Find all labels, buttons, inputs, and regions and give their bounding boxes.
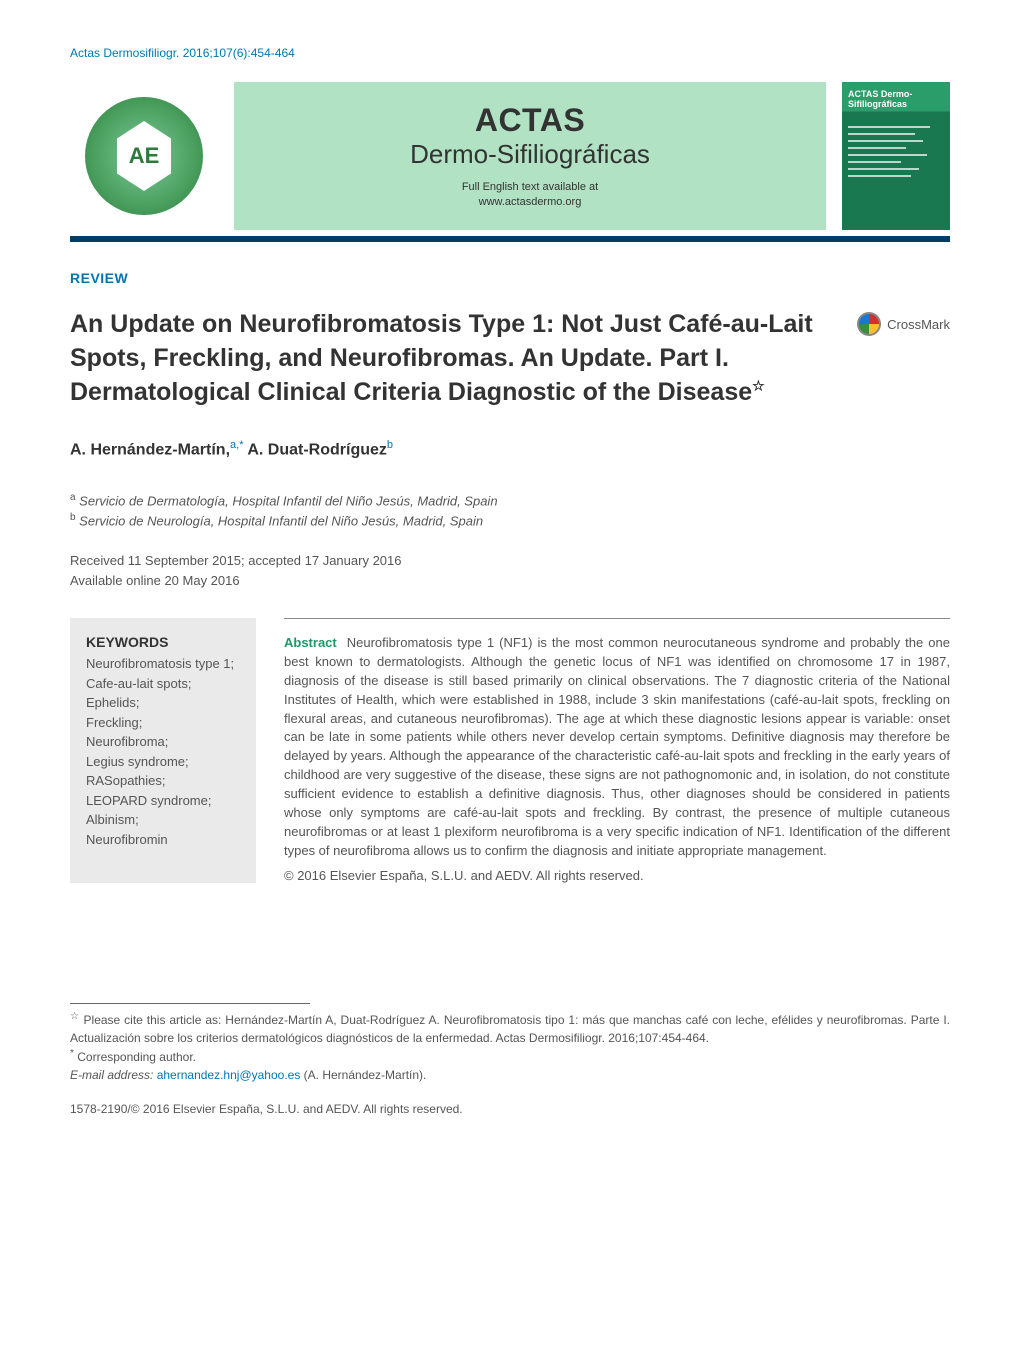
keyword-item: Ephelids;	[86, 693, 242, 713]
journal-cover-thumbnail[interactable]: ACTAS Dermo-Sifiliográficas	[842, 82, 950, 230]
journal-citation-link[interactable]: Actas Dermosifiliogr. 2016;107(6):454-46…	[70, 46, 950, 60]
article-title: An Update on Neurofibromatosis Type 1: N…	[70, 308, 829, 409]
keyword-item: Neurofibromin	[86, 830, 242, 850]
keyword-item: RASopathies;	[86, 771, 242, 791]
footnote-separator	[70, 1003, 310, 1004]
keyword-item: Neurofibromatosis type 1;	[86, 654, 242, 674]
cover-title: ACTAS Dermo-Sifiliográficas	[848, 90, 944, 110]
crossmark-icon	[857, 312, 881, 336]
abstract-body: AbstractNeurofibromatosis type 1 (NF1) i…	[284, 634, 950, 860]
affiliations: a Servicio de Dermatología, Hospital Inf…	[70, 490, 950, 532]
journal-banner: AE ACTAS Dermo-Sifiliográficas Full Engl…	[70, 82, 950, 230]
keyword-item: Legius syndrome;	[86, 752, 242, 772]
crossmark-link[interactable]: CrossMark	[857, 312, 950, 336]
keyword-item: Freckling;	[86, 713, 242, 733]
issn-copyright: 1578-2190/© 2016 Elsevier España, S.L.U.…	[70, 1102, 950, 1116]
authors-line: A. Hernández-Martín,a,* A. Duat-Rodrígue…	[70, 439, 950, 459]
crossmark-label: CrossMark	[887, 317, 950, 332]
section-label: REVIEW	[70, 270, 950, 286]
author2-affil-sup: b	[387, 439, 393, 451]
email-footnote: E-mail address: ahernandez.hnj@yahoo.es …	[70, 1067, 950, 1084]
journal-title-line1: ACTAS	[475, 102, 585, 139]
citation-footnote: ☆ Please cite this article as: Hernández…	[70, 1010, 950, 1047]
keywords-heading: KEYWORDS	[86, 634, 242, 650]
seal-initials: AE	[114, 121, 174, 191]
banner-underline	[70, 236, 950, 242]
keywords-panel: KEYWORDS Neurofibromatosis type 1; Cafe-…	[70, 618, 256, 883]
keyword-item: Cafe-au-lait spots;	[86, 674, 242, 694]
journal-seal-box: AE	[70, 82, 218, 230]
journal-title-line2: Dermo-Sifiliográficas	[410, 139, 650, 170]
available-online-date: Available online 20 May 2016	[70, 571, 950, 591]
academy-seal-icon: AE	[85, 97, 203, 215]
received-accepted-date: Received 11 September 2015; accepted 17 …	[70, 551, 950, 571]
corresponding-email-link[interactable]: ahernandez.hnj@yahoo.es	[157, 1068, 301, 1082]
journal-subtitle: Full English text available at www.actas…	[462, 180, 598, 211]
keyword-item: LEOPARD syndrome;	[86, 791, 242, 811]
abstract-copyright: © 2016 Elsevier España, S.L.U. and AEDV.…	[284, 868, 950, 883]
keyword-item: Albinism;	[86, 810, 242, 830]
abstract-top-rule	[284, 618, 950, 619]
abstract-panel: AbstractNeurofibromatosis type 1 (NF1) i…	[256, 618, 950, 883]
abstract-label: Abstract	[284, 635, 337, 650]
corresponding-footnote: * Corresponding author.	[70, 1047, 950, 1066]
keywords-list: Neurofibromatosis type 1; Cafe-au-lait s…	[86, 654, 242, 849]
keyword-item: Neurofibroma;	[86, 732, 242, 752]
article-dates: Received 11 September 2015; accepted 17 …	[70, 551, 950, 590]
author1-affil-sup: a,*	[230, 439, 243, 451]
title-footnote-star: ☆	[752, 377, 765, 393]
journal-title-panel: ACTAS Dermo-Sifiliográficas Full English…	[234, 82, 826, 230]
